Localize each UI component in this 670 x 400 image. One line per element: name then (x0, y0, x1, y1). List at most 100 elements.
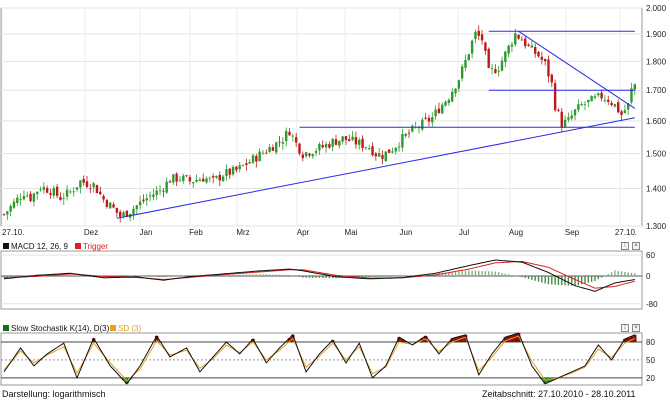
candle-body (99, 191, 102, 195)
candle-body (228, 168, 231, 175)
candle-body (19, 199, 22, 200)
macd-histogram-bar (451, 271, 453, 277)
candle-body (195, 179, 198, 182)
candle-body (397, 146, 401, 148)
candle-body (26, 195, 29, 197)
stoch-close-icon[interactable]: × (632, 324, 640, 332)
macd-histogram-bar (375, 276, 377, 277)
macd-histogram-bar (378, 276, 380, 277)
stoch-legend: Slow Stochastik K(14), D(3) SD (3) (3, 324, 141, 333)
macd-histogram-bar (179, 275, 181, 277)
candle-body (185, 175, 188, 177)
stoch-settings-icon[interactable]: ⁞ (621, 324, 629, 332)
candle-body (451, 91, 454, 102)
macd-histogram-bar (537, 276, 540, 282)
macd-histogram-bar (305, 276, 307, 278)
macd-histogram-bar (89, 276, 92, 277)
candle-body (268, 147, 271, 153)
macd-histogram-bar (391, 276, 394, 277)
candle-body (324, 144, 328, 148)
macd-histogram-bar (102, 276, 105, 279)
candle-body (377, 153, 381, 157)
macd-histogram-bar (252, 274, 254, 277)
stoch-overbought-fill (626, 337, 630, 342)
macd-histogram-bar (524, 276, 526, 279)
candle-body (540, 56, 544, 60)
candle-body (285, 131, 288, 141)
candle-body (480, 34, 484, 41)
candle-body (514, 33, 517, 45)
candle-body (567, 117, 570, 120)
candle-body (474, 31, 477, 40)
macd-histogram-bar (328, 276, 331, 279)
macd-histogram-bar (292, 275, 294, 277)
macd-histogram-bar (491, 271, 493, 277)
candle-body (550, 74, 553, 83)
candle-body (132, 208, 135, 215)
macd-histogram-bar (597, 276, 599, 280)
candle-body (205, 178, 208, 183)
candle-body (105, 200, 109, 207)
stoch-overbought-fill (503, 337, 508, 342)
candle-body (617, 102, 620, 113)
macd-histogram-bar (189, 274, 191, 277)
candle-body (258, 151, 261, 162)
candle-body (354, 137, 358, 145)
macd-histogram-bar (497, 272, 500, 277)
candle-body (497, 70, 500, 72)
macd-histogram-bar (308, 276, 311, 278)
x-tick-label: Aug (509, 228, 523, 237)
candle-body (301, 154, 304, 159)
candle-body (368, 148, 371, 150)
macd-close-icon[interactable]: × (632, 242, 640, 250)
candle-body (553, 83, 557, 111)
candle-body (557, 109, 560, 111)
macd-histogram-bar (136, 275, 138, 277)
x-tick-label: Mrz (236, 228, 249, 237)
macd-histogram-bar (441, 272, 443, 277)
candle-body (95, 185, 99, 194)
macd-histogram-bar (66, 274, 68, 277)
candle-body (387, 149, 391, 153)
candle-body (231, 166, 235, 175)
macd-histogram-bar (627, 272, 629, 277)
macd-histogram-bar (401, 276, 404, 277)
macd-histogram-bar (474, 270, 477, 277)
macd-histogram-bar (165, 276, 168, 277)
macd-histogram-bar (282, 274, 284, 277)
macd-histogram-bar (285, 274, 287, 277)
macd-histogram-bar (607, 273, 609, 277)
candle-body (527, 44, 530, 46)
candle-body (241, 164, 245, 166)
macd-histogram-bar (229, 274, 231, 277)
macd-histogram-bar (248, 274, 251, 277)
macd-histogram-bar (478, 270, 480, 277)
macd-histogram-bar (541, 276, 543, 283)
macd-histogram-bar (129, 276, 131, 277)
macd-settings-icon[interactable]: ⁞ (621, 242, 629, 250)
trigger-legend-swatch (75, 243, 81, 249)
macd-histogram-bar (381, 276, 384, 277)
candle-body (119, 211, 122, 217)
candle-body (2, 214, 6, 216)
candle-body (42, 186, 46, 190)
stoch-overbought-fill (251, 338, 255, 342)
stoch-lines (3, 332, 636, 385)
macd-legend-label: MACD 12, 26, 9 (11, 242, 68, 251)
stoch-overbought-fill (91, 338, 96, 342)
candle-body (374, 153, 378, 157)
macd-legend-swatch (3, 243, 9, 249)
price-gridlines (1, 7, 642, 227)
candle-body (421, 119, 424, 130)
candle-body (198, 179, 202, 182)
macd-histogram-bar (265, 274, 267, 277)
macd-histogram-bar (594, 276, 596, 282)
macd-histogram-bar (468, 270, 470, 277)
macd-histogram-bar (504, 273, 507, 277)
candle-body (583, 103, 587, 105)
macd-histogram-bar (614, 270, 616, 277)
macd-histogram-bar (557, 276, 560, 285)
candle-body (291, 135, 295, 137)
candle-body (311, 154, 314, 157)
macd-histogram-bar (405, 275, 407, 277)
